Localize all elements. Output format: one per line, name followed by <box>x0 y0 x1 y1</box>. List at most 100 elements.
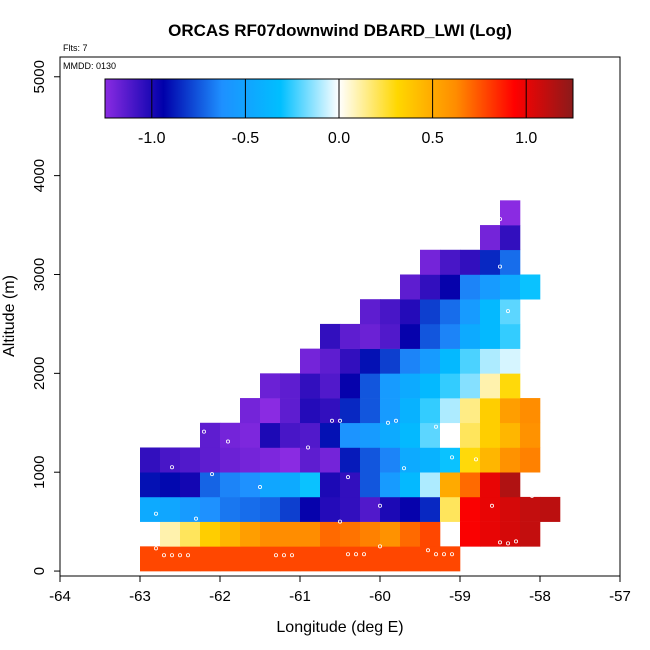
heatmap-cell <box>220 521 241 547</box>
heatmap-cell <box>420 299 441 325</box>
heatmap-cell <box>280 373 301 399</box>
heatmap-cell <box>480 299 501 325</box>
sample-point <box>497 540 502 545</box>
heatmap-cell <box>400 422 421 448</box>
sample-point <box>377 544 382 549</box>
colorbar-tick-label: 1.0 <box>515 130 537 147</box>
heatmap-cell <box>440 447 461 473</box>
heatmap-cell <box>420 398 441 424</box>
heatmap-cell <box>240 496 261 522</box>
sample-point <box>193 516 198 521</box>
heatmap-cell <box>460 249 481 275</box>
sample-point <box>530 493 535 498</box>
heatmap-cell <box>360 447 381 473</box>
sample-point <box>497 217 502 222</box>
heatmap-cell <box>500 274 521 300</box>
heatmap-cell <box>420 496 441 522</box>
heatmap-cell <box>320 373 341 399</box>
heatmap-cell <box>440 373 461 399</box>
heatmap-cell <box>380 521 401 547</box>
heatmap-cell <box>380 398 401 424</box>
sample-point <box>377 503 382 508</box>
heatmap-cell <box>500 200 521 226</box>
sample-point <box>161 553 166 558</box>
heatmap-cell <box>420 447 441 473</box>
heatmap-cell <box>400 274 421 300</box>
heatmap-cell <box>400 521 421 547</box>
sample-point <box>273 553 278 558</box>
heatmap-cell <box>280 447 301 473</box>
heatmap-cell <box>500 398 521 424</box>
heatmap-cell <box>360 496 381 522</box>
x-tick-label: -60 <box>369 588 391 605</box>
sample-point <box>505 309 510 314</box>
heatmap-cell <box>480 249 501 275</box>
heatmap-cell <box>480 422 501 448</box>
heatmap-cell <box>340 422 361 448</box>
heatmap-cell <box>300 447 321 473</box>
heatmap-cell <box>360 398 381 424</box>
x-tick-label: -63 <box>129 588 151 605</box>
heatmap-cell <box>380 422 401 448</box>
sample-point <box>441 552 446 557</box>
heatmap-cell <box>540 496 561 522</box>
heatmap-cell <box>360 422 381 448</box>
heatmap-cell <box>340 496 361 522</box>
heatmap-cell <box>400 373 421 399</box>
heatmap-cell <box>300 546 321 572</box>
heatmap-cell <box>260 546 281 572</box>
heatmap-cell <box>160 546 181 572</box>
heatmap-cell <box>460 472 481 498</box>
heatmap-cell <box>160 521 181 547</box>
heatmap-cell <box>460 348 481 374</box>
sample-point <box>473 457 478 462</box>
heatmap-cell <box>500 373 521 399</box>
sample-point <box>305 445 310 450</box>
sample-point <box>185 553 190 558</box>
heatmap-cell <box>440 422 461 448</box>
heatmap-cell <box>180 521 201 547</box>
heatmap-cell <box>300 521 321 547</box>
heatmap-cell <box>500 472 521 498</box>
heatmap-cell <box>320 398 341 424</box>
heatmap-cell <box>420 249 441 275</box>
heatmap-cell <box>440 348 461 374</box>
heatmap-cell <box>460 398 481 424</box>
sample-point <box>514 539 519 544</box>
heatmap-cell <box>340 546 361 572</box>
y-tick-label: 3000 <box>31 258 48 291</box>
colorbar-tick-label: 0.0 <box>328 130 350 147</box>
heatmap-cell <box>480 373 501 399</box>
colorbar-ticks: -1.0 -0.5 0.0 0.5 1.0 <box>138 79 537 147</box>
heatmap-cell <box>320 472 341 498</box>
y-axis: 0 1000 2000 3000 4000 5000 <box>31 60 60 575</box>
heatmap-cell <box>240 398 261 424</box>
heatmap-cell <box>280 422 301 448</box>
heatmap-cell <box>520 398 541 424</box>
heatmap-cell <box>220 546 241 572</box>
heatmap-cell <box>400 496 421 522</box>
sample-point <box>345 475 350 480</box>
heatmap-cell <box>240 447 261 473</box>
heatmap-cell <box>460 373 481 399</box>
heatmap-cell <box>260 373 281 399</box>
x-tick-label: -58 <box>529 588 551 605</box>
heatmap-cell <box>400 472 421 498</box>
sample-point <box>345 552 350 557</box>
heatmap-cell <box>520 521 541 547</box>
heatmap-cell <box>360 373 381 399</box>
heatmap-cell <box>500 496 521 522</box>
heatmap-cell <box>320 323 341 349</box>
sample-point <box>169 553 174 558</box>
colorbar: -1.0 -0.5 0.0 0.5 1.0 <box>104 78 574 147</box>
heatmap-cell <box>480 521 501 547</box>
heatmap-cell <box>280 472 301 498</box>
heatmap-cell <box>200 447 221 473</box>
heatmap-cell <box>300 422 321 448</box>
heatmap-cell <box>520 496 541 522</box>
sample-point <box>433 424 438 429</box>
heatmap-cell <box>380 323 401 349</box>
heatmap-cell <box>320 521 341 547</box>
heatmap-cell <box>440 472 461 498</box>
